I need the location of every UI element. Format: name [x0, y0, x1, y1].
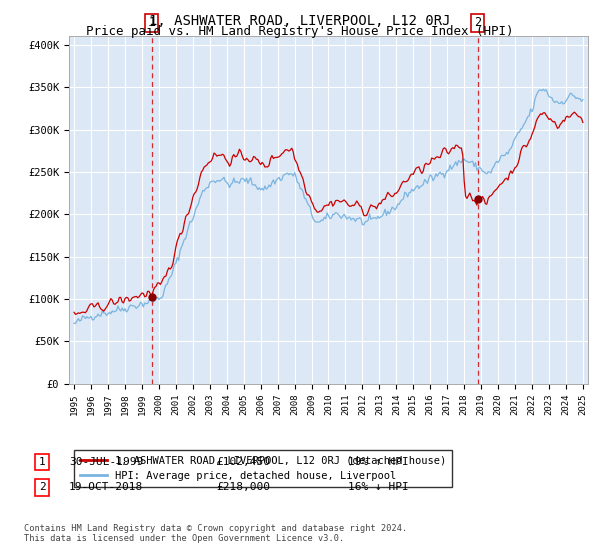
Text: 19% ↑ HPI: 19% ↑ HPI	[348, 457, 409, 467]
Text: 2: 2	[474, 16, 481, 30]
Text: £218,000: £218,000	[216, 482, 270, 492]
Text: 1: 1	[148, 16, 155, 30]
Text: Price paid vs. HM Land Registry's House Price Index (HPI): Price paid vs. HM Land Registry's House …	[86, 25, 514, 38]
Text: 1: 1	[38, 457, 46, 467]
Text: 1, ASHWATER ROAD, LIVERPOOL, L12 0RJ: 1, ASHWATER ROAD, LIVERPOOL, L12 0RJ	[149, 14, 451, 28]
Text: 19-OCT-2018: 19-OCT-2018	[69, 482, 143, 492]
Text: 2: 2	[38, 482, 46, 492]
Legend: 1, ASHWATER ROAD, LIVERPOOL, L12 0RJ (detached house), HPI: Average price, detac: 1, ASHWATER ROAD, LIVERPOOL, L12 0RJ (de…	[74, 450, 452, 487]
Text: 30-JUL-1999: 30-JUL-1999	[69, 457, 143, 467]
Text: Contains HM Land Registry data © Crown copyright and database right 2024.
This d: Contains HM Land Registry data © Crown c…	[24, 524, 407, 543]
Text: £102,450: £102,450	[216, 457, 270, 467]
Text: 16% ↓ HPI: 16% ↓ HPI	[348, 482, 409, 492]
